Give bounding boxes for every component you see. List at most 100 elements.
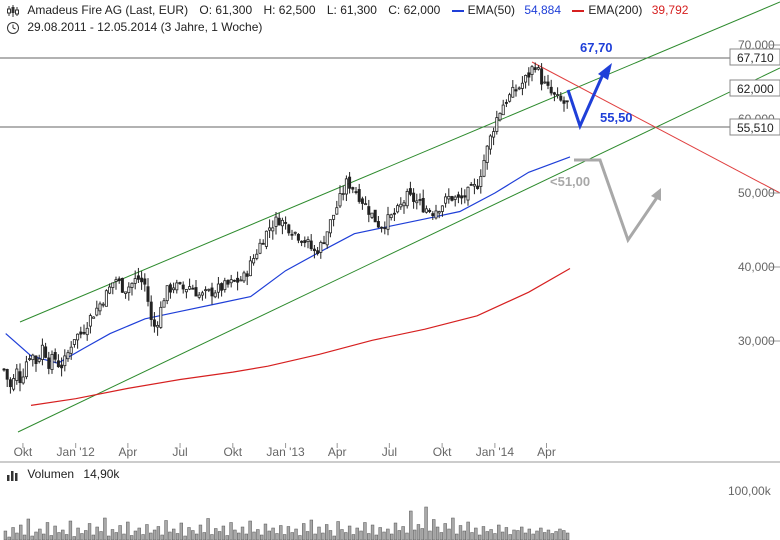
upper-channel-line: [19, 1, 780, 323]
price-box-67710: 67,710: [729, 48, 780, 66]
x-tick-label: Okt: [433, 445, 452, 459]
candle: [149, 295, 153, 327]
candle: [562, 96, 566, 112]
volume-header: Volumen 14,90k: [0, 466, 119, 482]
volume-bar: [286, 526, 291, 540]
candle: [536, 65, 540, 71]
volume-bar: [550, 533, 554, 540]
candle: [383, 221, 387, 235]
candle: [88, 313, 92, 334]
candle: [210, 282, 214, 305]
volume-bars-icon: [7, 470, 18, 481]
volume-label: Volumen: [27, 467, 75, 481]
candle: [440, 205, 444, 217]
volume-bar: [332, 535, 336, 540]
volume-bar: [455, 533, 459, 540]
volume-bar: [562, 530, 566, 540]
volume-bar: [447, 528, 451, 540]
candle: [357, 183, 361, 204]
candle: [530, 65, 534, 82]
candle: [136, 267, 140, 284]
candle: [386, 206, 390, 236]
candle: [56, 354, 60, 368]
resistance-line: [531, 61, 780, 194]
candle: [293, 231, 297, 236]
volume-bar: [504, 527, 509, 540]
volume-bar: [217, 531, 222, 540]
candle: [5, 368, 9, 388]
candle: [236, 271, 240, 291]
volume-bar: [99, 531, 103, 540]
candle: [485, 144, 489, 170]
volume-bar: [114, 532, 118, 540]
candle: [117, 276, 121, 284]
volume-bar: [53, 525, 57, 540]
candle: [232, 279, 236, 283]
candle: [12, 374, 16, 392]
candle: [466, 186, 470, 206]
volume-bar: [84, 530, 88, 540]
candle: [114, 276, 118, 290]
candle: [348, 172, 352, 194]
volume-bar: [179, 522, 183, 540]
volume-bar: [497, 524, 501, 540]
candle: [37, 354, 41, 364]
candle: [229, 274, 233, 288]
volume-bar: [30, 535, 34, 540]
volume-bar: [38, 528, 42, 540]
candle: [82, 324, 86, 335]
volume-bar: [554, 531, 558, 540]
candle: [392, 208, 396, 222]
candle: [274, 212, 278, 235]
candle: [389, 213, 393, 221]
volume-bar: [152, 529, 157, 540]
candle: [34, 355, 38, 372]
volume-bar: [34, 531, 38, 540]
candle: [175, 279, 179, 294]
candle: [24, 355, 28, 380]
low-value: L: 61,300: [326, 3, 377, 17]
volume-bar: [397, 530, 401, 540]
ema50-legend-value: 54,884: [524, 3, 562, 17]
candlestick-icon: [7, 4, 19, 17]
volume-bar: [363, 522, 367, 540]
volume-bar: [451, 517, 455, 540]
candle: [514, 84, 518, 97]
candle: [248, 256, 252, 277]
candlestick-series: [2, 62, 569, 394]
candle: [223, 277, 227, 293]
candle: [92, 316, 96, 319]
candle: [412, 188, 416, 209]
candle: [40, 338, 44, 366]
volume-bar: [107, 535, 111, 540]
candle: [565, 100, 569, 109]
candle: [181, 281, 185, 294]
candle: [280, 217, 284, 235]
volume-bar: [390, 533, 394, 540]
volume-bar: [500, 531, 505, 540]
volume-bar: [279, 525, 283, 540]
candle: [341, 185, 345, 201]
volume-bar: [145, 524, 149, 540]
candle: [319, 240, 323, 259]
volume-bar: [275, 533, 279, 540]
volume-bar: [382, 531, 386, 540]
volume-bar: [428, 530, 432, 540]
candle: [200, 290, 204, 301]
volume-bar: [95, 526, 99, 540]
candle: [543, 75, 547, 84]
volume-bar: [64, 534, 69, 540]
candle: [15, 364, 19, 385]
candle: [31, 353, 35, 367]
candle: [303, 236, 307, 248]
volume-bar: [15, 532, 19, 540]
candle: [69, 341, 73, 360]
candle: [421, 189, 425, 213]
candle: [85, 322, 89, 341]
volume-bar: [202, 532, 206, 540]
candle: [376, 216, 380, 229]
volume-bar: [443, 523, 447, 540]
candle: [364, 196, 368, 206]
x-tick-label: Okt: [223, 445, 242, 459]
volume-bar: [221, 525, 226, 540]
